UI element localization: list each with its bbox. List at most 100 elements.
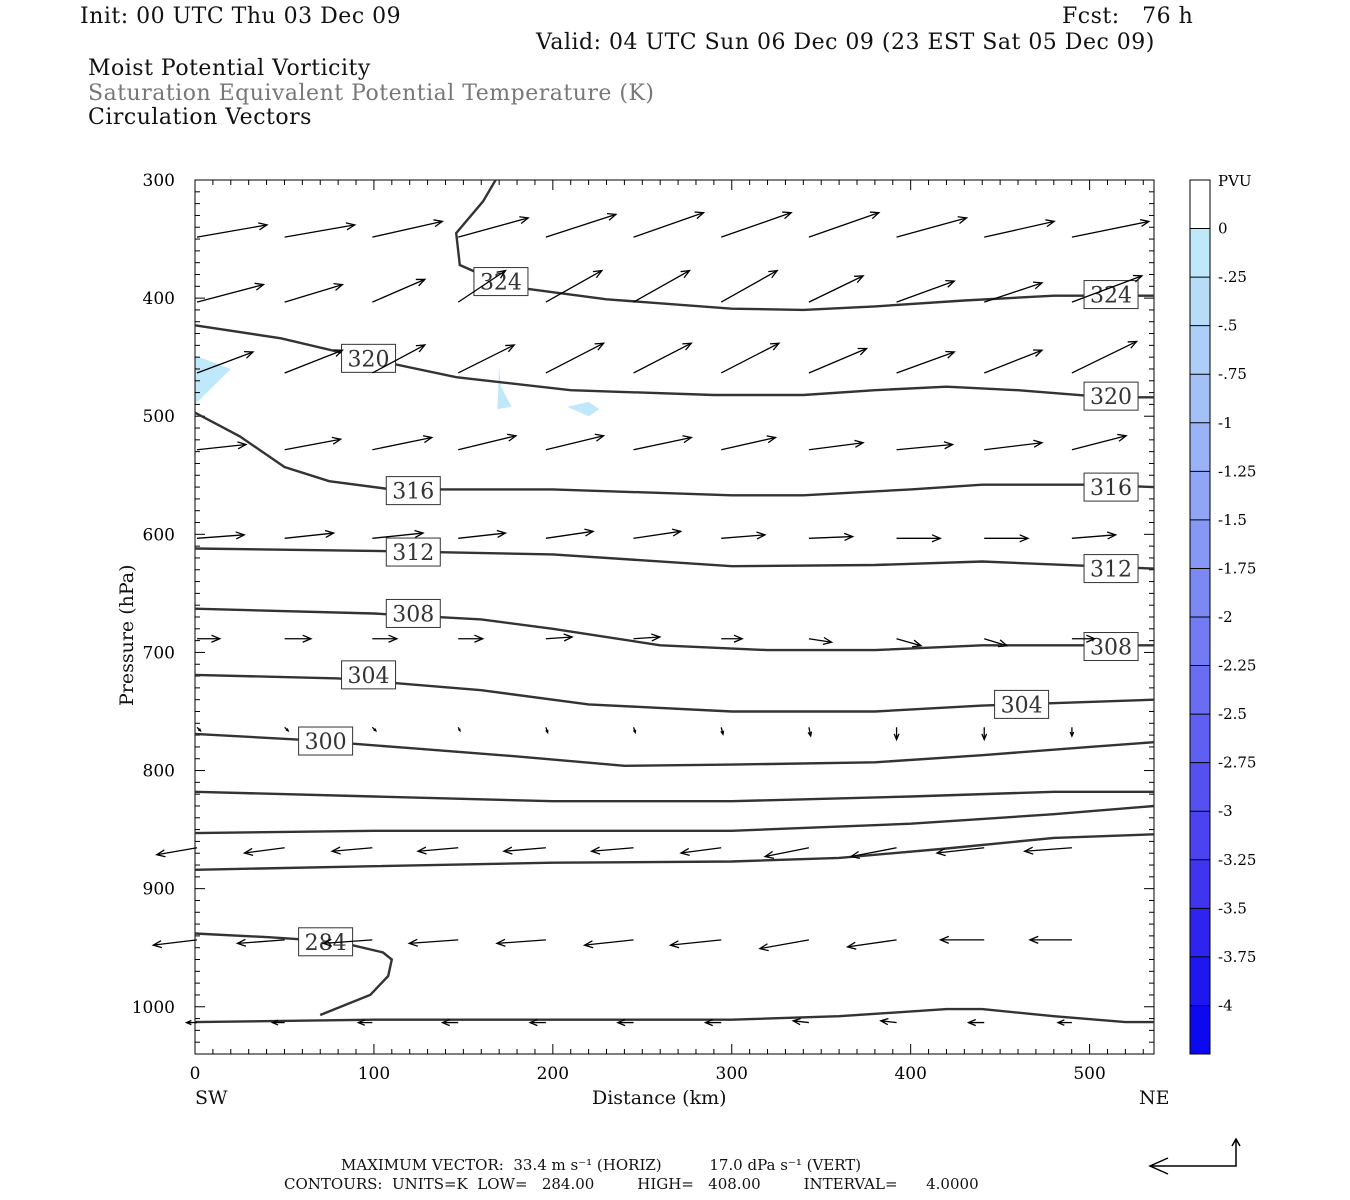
colorbar-label: 0 xyxy=(1218,220,1228,238)
circulation-vector xyxy=(847,939,897,948)
circulation-vector-head xyxy=(321,938,333,947)
y-tick-label: 800 xyxy=(143,762,175,782)
theta-es-contour-284 xyxy=(194,932,394,1017)
circulation-vector-head xyxy=(1117,433,1128,442)
circulation-vector-head xyxy=(324,529,336,539)
circulation-vector xyxy=(759,939,810,950)
contour-label-box xyxy=(341,660,397,690)
circulation-vector xyxy=(633,342,692,374)
circulation-vector xyxy=(545,213,617,238)
circulation-vector-head xyxy=(703,1018,713,1027)
circulation-vector xyxy=(545,530,594,539)
circulation-vector xyxy=(1071,275,1143,303)
circulation-vector xyxy=(545,342,604,374)
mpv-shading-2 xyxy=(567,402,600,417)
circulation-vector xyxy=(457,270,506,303)
circulation-vector-head xyxy=(333,349,344,357)
circulation-vector xyxy=(633,636,660,640)
field-title-mpv: Moist Potential Vorticity xyxy=(88,56,371,81)
circulation-vector-head xyxy=(807,731,813,738)
circulation-vector-head xyxy=(584,528,595,537)
theta-es-contour-316 xyxy=(194,411,1155,497)
circulation-vector xyxy=(196,351,254,374)
circulation-vector-head xyxy=(545,729,549,735)
y-tick-label: 1000 xyxy=(132,998,175,1018)
circulation-vector-head xyxy=(758,943,769,952)
circulation-vector-head xyxy=(594,342,606,351)
circulation-vector xyxy=(721,534,766,539)
mpv-shading-0 xyxy=(195,355,231,405)
circulation-vector-head xyxy=(763,850,775,859)
circulation-vector xyxy=(284,283,343,303)
circulation-vector-head xyxy=(854,439,865,448)
circulation-vector-head xyxy=(957,216,969,224)
theta-es-contour-324 xyxy=(454,179,1154,312)
colorbar-label: -2.25 xyxy=(1218,657,1256,675)
circulation-vector xyxy=(984,282,1043,303)
circulation-vector-head xyxy=(766,435,778,444)
ne-label: NE xyxy=(1139,1087,1170,1109)
contour-label-316: 316 xyxy=(1090,476,1132,501)
circulation-vector-head xyxy=(843,532,855,541)
circulation-vector xyxy=(808,535,853,539)
circulation-vector-head xyxy=(422,435,434,444)
circulation-vector-head xyxy=(694,211,706,220)
circulation-vector-head xyxy=(893,733,900,742)
circulation-vector xyxy=(372,344,426,374)
circulation-vector xyxy=(457,344,515,374)
circulation-vector xyxy=(936,847,985,854)
colorbar-label: -1.25 xyxy=(1218,462,1256,480)
plot-frame xyxy=(194,179,1155,1055)
contour-label-box xyxy=(1083,632,1139,662)
contour-label-308: 308 xyxy=(1090,636,1132,661)
colorbar-cell xyxy=(1190,762,1210,812)
circulation-vector-head xyxy=(258,222,269,231)
contour-label-312: 312 xyxy=(1090,558,1132,583)
colorbar-label: -1.75 xyxy=(1218,559,1256,577)
contour-label-304: 304 xyxy=(1001,693,1043,718)
circulation-vector xyxy=(680,847,722,854)
sw-label: SW xyxy=(195,1087,228,1109)
x-axis-label: Distance (km) xyxy=(592,1087,727,1109)
circulation-vector-head xyxy=(331,436,343,445)
circulation-vector-head xyxy=(1056,1019,1065,1026)
circulation-vector-head xyxy=(519,216,530,224)
circulation-vector xyxy=(896,638,922,647)
contour-label-box xyxy=(994,689,1050,719)
circulation-vector xyxy=(372,532,424,539)
circulation-vector-head xyxy=(1032,349,1044,357)
reference-vector xyxy=(1150,1139,1237,1167)
circulation-vector-head xyxy=(769,342,781,351)
circulation-vector xyxy=(1071,534,1116,539)
circulation-vector-head xyxy=(415,278,427,287)
circulation-vector-head xyxy=(502,846,513,855)
circulation-vector xyxy=(793,1020,809,1024)
circulation-vector xyxy=(808,638,832,643)
circulation-vector xyxy=(244,847,285,854)
circulation-vector-head xyxy=(938,935,950,944)
circulation-vector-head xyxy=(822,636,834,646)
circulation-vector-head xyxy=(869,211,881,220)
circulation-vector xyxy=(896,443,953,451)
circulation-vector xyxy=(591,847,634,852)
circulation-vector-head xyxy=(879,1017,889,1026)
contour-label-300: 300 xyxy=(305,730,347,755)
circulation-vector-head xyxy=(496,529,508,539)
circulation-vector-head xyxy=(931,534,942,543)
circulation-vector xyxy=(545,270,603,303)
circulation-vector-head xyxy=(1106,531,1118,540)
reference-vector-head-v xyxy=(1231,1137,1241,1147)
contour-label-box xyxy=(385,476,441,506)
circulation-vector-head xyxy=(845,941,857,950)
circulation-vector xyxy=(284,438,341,451)
circulation-vector xyxy=(284,224,355,238)
circulation-vector xyxy=(284,532,334,539)
circulation-vector-head xyxy=(589,846,601,855)
y-axis-label: Pressure (hPa) xyxy=(116,564,138,706)
forecast-hour: Fcst: 76 h xyxy=(1062,4,1194,29)
circulation-vector-head xyxy=(1022,846,1034,855)
circulation-vector-head xyxy=(356,1019,366,1026)
y-tick-label: 700 xyxy=(143,643,175,663)
colorbar-cell xyxy=(1190,228,1210,278)
circulation-vector-head xyxy=(506,433,518,442)
